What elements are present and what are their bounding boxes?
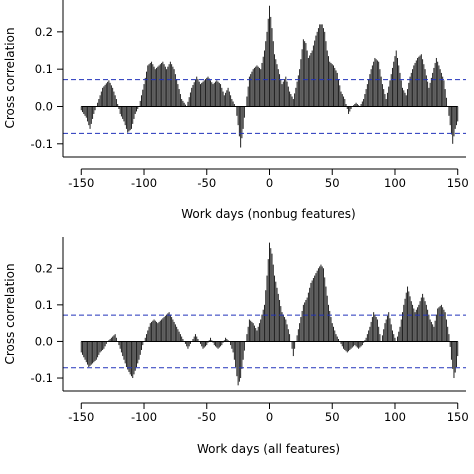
y-axis-title: Cross correlation (3, 263, 17, 364)
y-tick-label: 0.2 (35, 25, 53, 39)
y-tick-label: 0.0 (35, 99, 53, 113)
bars (80, 242, 459, 386)
x-tick-label: 0 (266, 176, 273, 190)
x-tick-label: -100 (131, 410, 157, 424)
x-tick-label: 100 (384, 410, 406, 424)
chart-panel-2: -150 -100 -50 0 50 100 150 -0.1 0.0 0.1 0.2 Work da… (3, 237, 469, 456)
y-tick-label: -0.1 (31, 371, 53, 385)
y-tick-label: 0.0 (35, 334, 53, 348)
chart-panel-1: -150 -100 -50 0 50 100 150 -0.1 0.0 0.1 0.2 Work da… (3, 0, 469, 221)
x-axis-title: Work days (all features) (197, 442, 340, 456)
x-tick-label: 50 (325, 176, 340, 190)
y-tick-label: 0.1 (35, 62, 53, 76)
y-tick-label: 0.1 (35, 298, 53, 312)
x-tick-label: -150 (68, 176, 94, 190)
x-tick-label: 0 (266, 410, 273, 424)
x-axis-title: Work days (nonbug features) (181, 207, 356, 221)
y-tick-label: -0.1 (31, 137, 53, 151)
x-tick-label: 150 (447, 410, 469, 424)
y-tick-label: 0.2 (35, 261, 53, 275)
x-tick-label: 150 (447, 176, 469, 190)
x-tick-label: -150 (68, 410, 94, 424)
x-tick-label: -50 (197, 176, 216, 190)
bars (80, 5, 459, 148)
x-tick-label: 50 (325, 410, 340, 424)
x-tick-label: -50 (197, 410, 216, 424)
y-axis-title: Cross correlation (3, 27, 17, 128)
x-tick-label: 100 (384, 176, 406, 190)
x-tick-label: -100 (131, 176, 157, 190)
